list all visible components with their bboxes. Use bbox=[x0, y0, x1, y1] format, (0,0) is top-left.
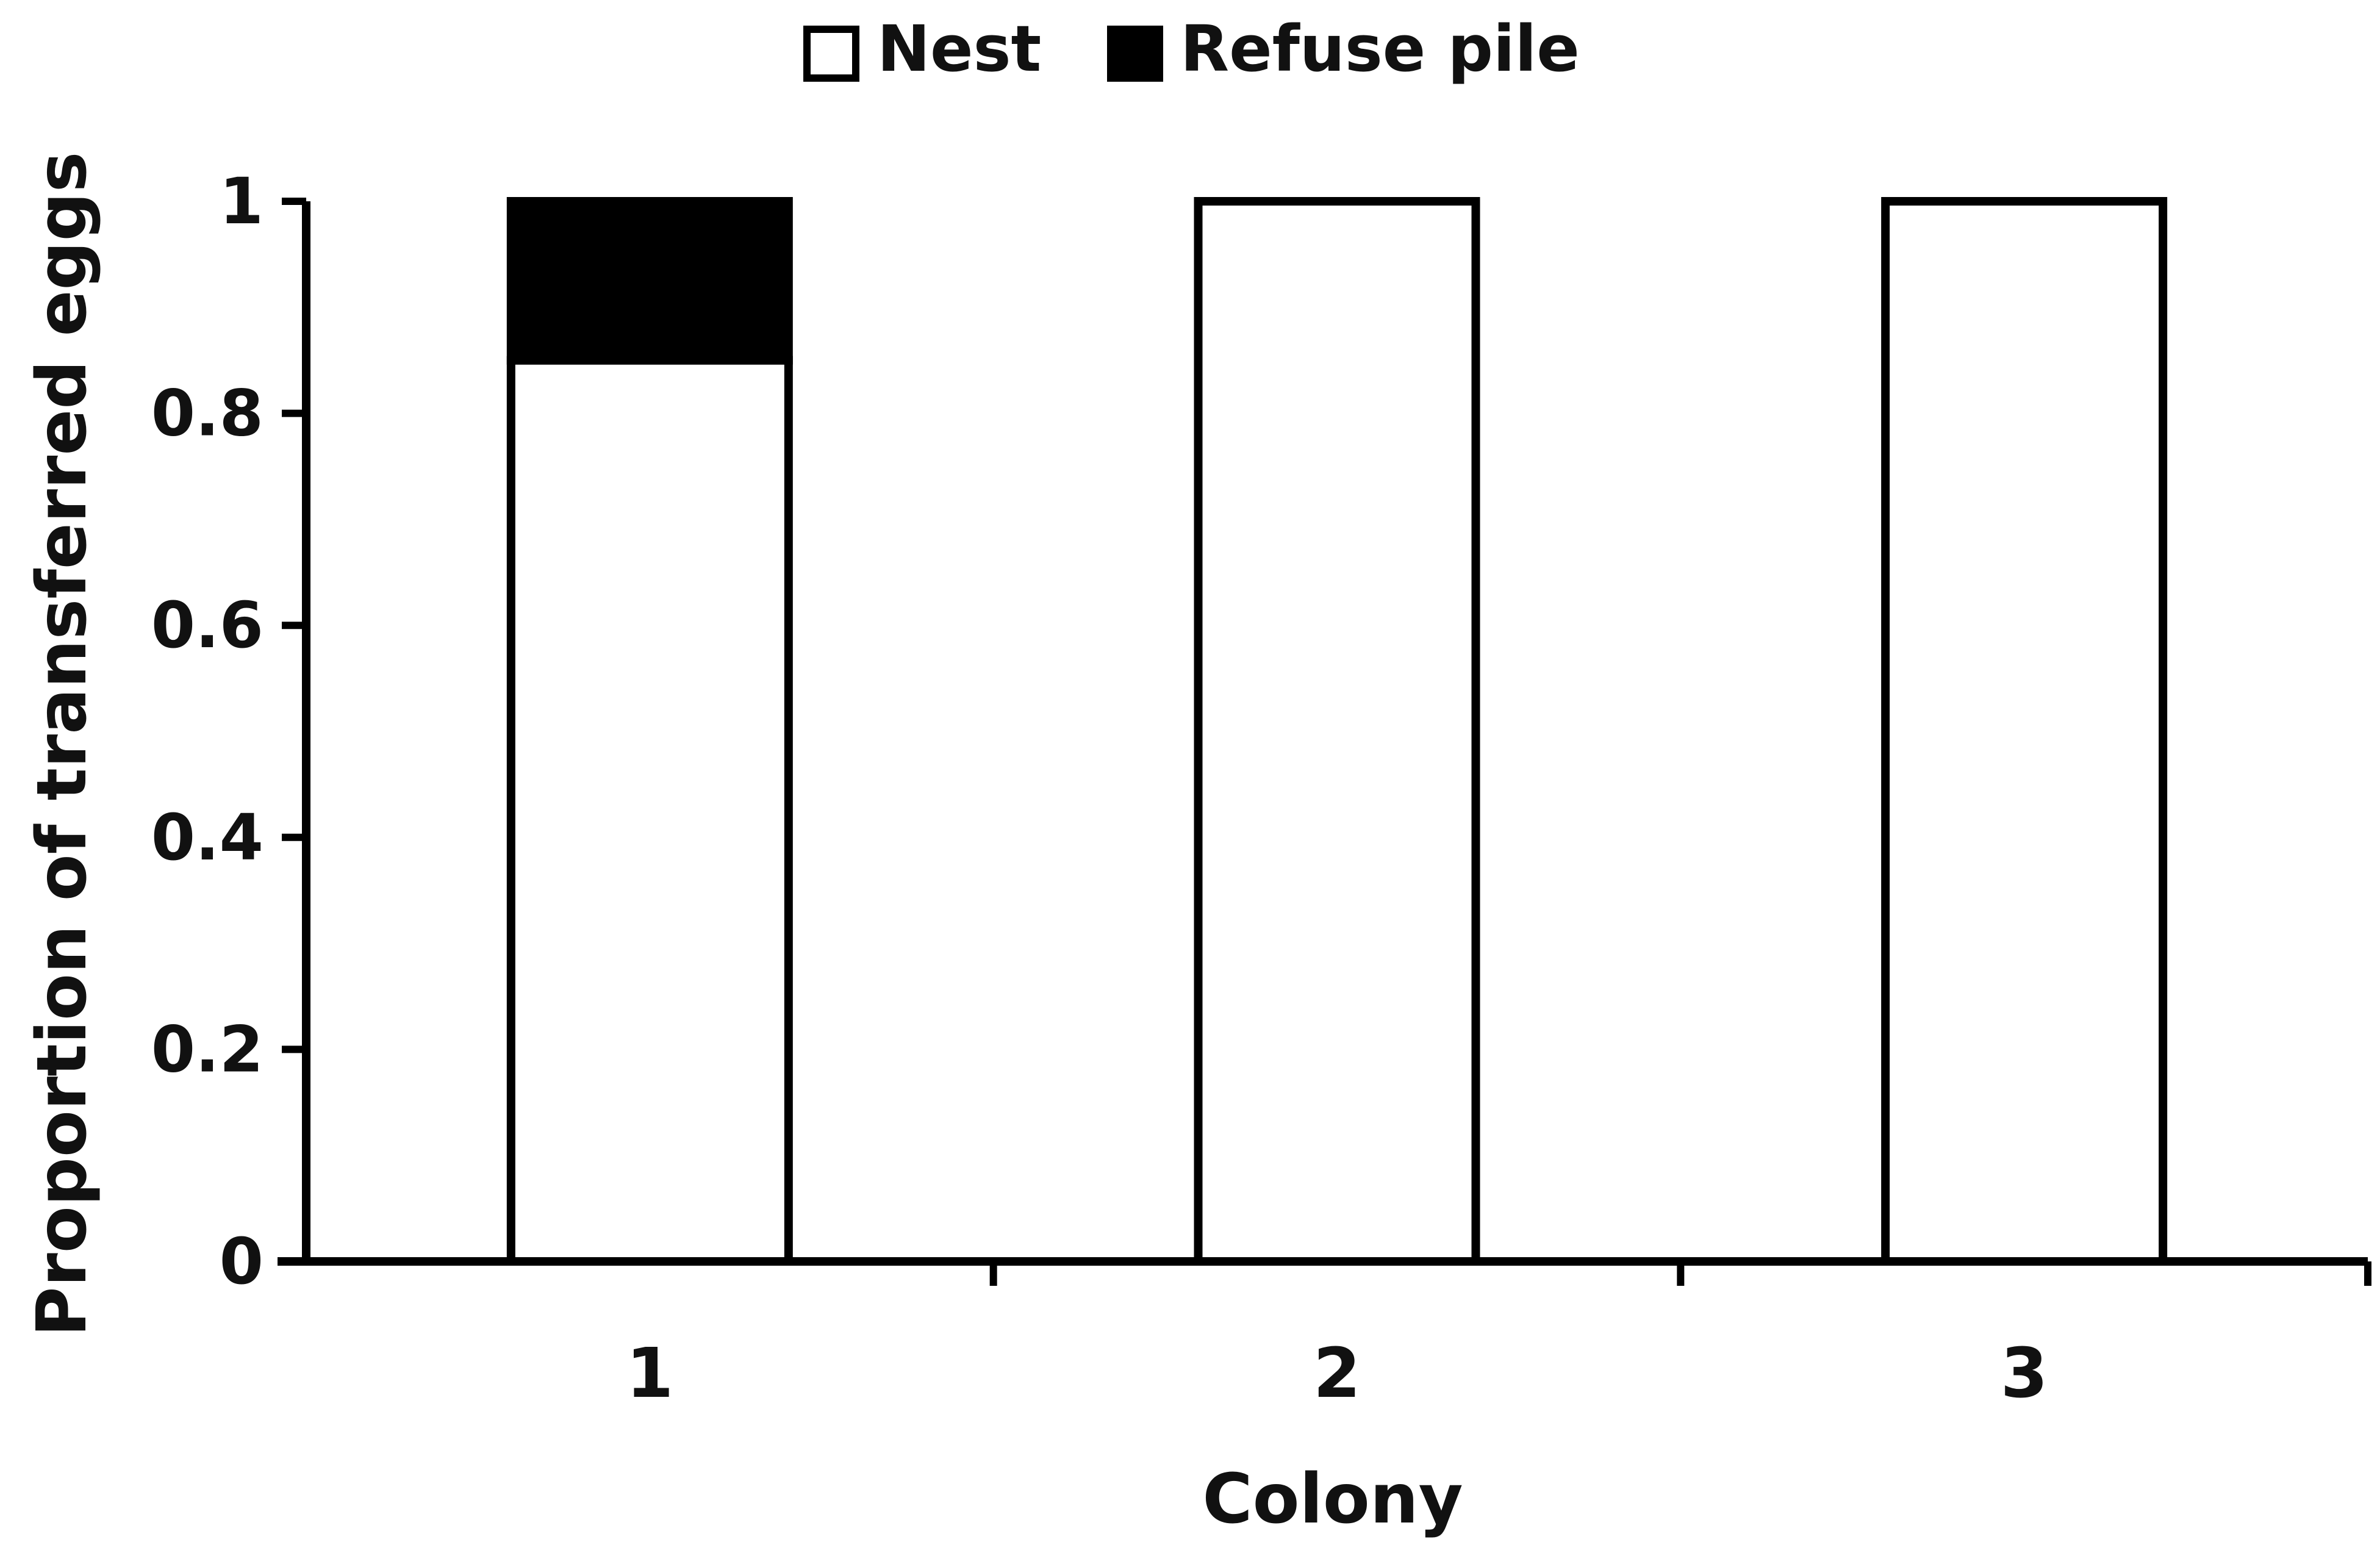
x-tick-label-colony-2: 2 bbox=[1313, 1334, 1361, 1413]
x-ticks: 1 2 3 bbox=[626, 1261, 2371, 1413]
x-axis-label: Colony bbox=[1202, 1460, 1463, 1539]
y-tick-label-4: 0.8 bbox=[151, 376, 263, 451]
bar-nest-colony-3 bbox=[1881, 197, 2168, 1266]
legend-item-refuse-pile: Refuse pile bbox=[1107, 12, 1580, 86]
y-tick-label-1: 0.2 bbox=[151, 1012, 263, 1086]
y-tick-label-5: 1 bbox=[220, 164, 263, 239]
x-tick-label-colony-3: 3 bbox=[2001, 1334, 2048, 1413]
y-tick-label-0: 0 bbox=[220, 1224, 263, 1299]
legend-swatch-nest bbox=[803, 26, 859, 82]
legend-label-refuse-pile: Refuse pile bbox=[1180, 12, 1580, 86]
bar-nest-colony-1 bbox=[506, 356, 793, 1266]
y-tick-label-2: 0.4 bbox=[151, 800, 263, 875]
legend: Nest Refuse pile bbox=[803, 12, 1580, 86]
bars bbox=[506, 197, 2168, 1266]
legend-item-nest: Nest bbox=[803, 12, 1041, 86]
legend-label-nest: Nest bbox=[877, 12, 1041, 86]
bar-nest-colony-2 bbox=[1194, 197, 1480, 1266]
y-tick-label-3: 0.6 bbox=[151, 588, 263, 662]
y-ticks: 0 0.2 0.4 0.6 0.8 1 bbox=[151, 164, 306, 1299]
x-tick-label-colony-1: 1 bbox=[626, 1334, 673, 1413]
y-axis-label: Proportion of transferred eggs bbox=[23, 152, 102, 1337]
axes bbox=[278, 201, 2368, 1266]
legend-swatch-refuse-pile bbox=[1107, 26, 1163, 82]
bar-refuse-pile-colony-1 bbox=[506, 197, 793, 365]
